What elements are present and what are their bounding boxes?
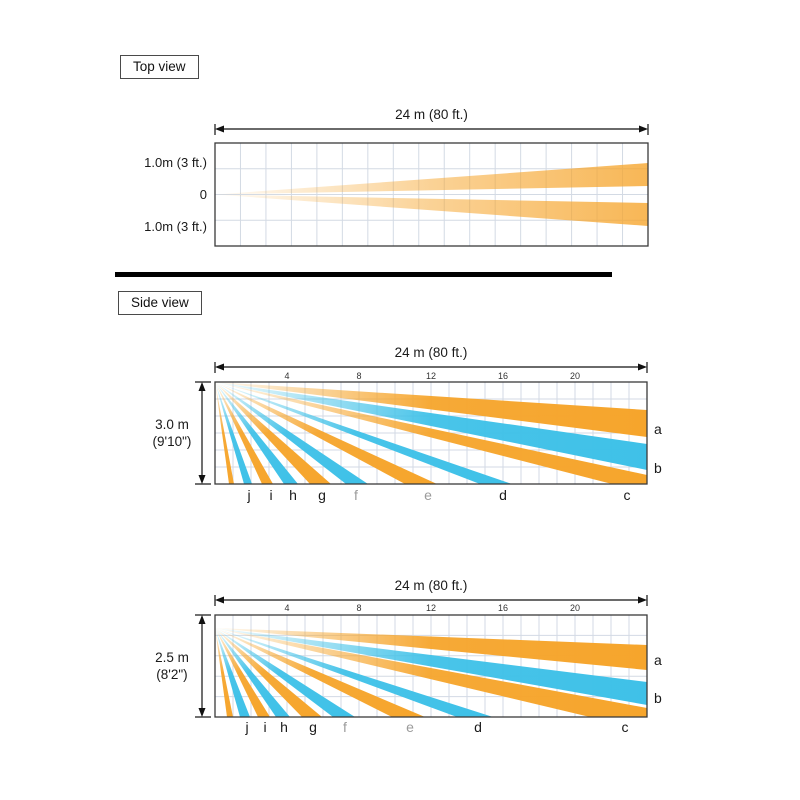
detection-beam-d xyxy=(215,382,512,484)
horizontal-dimension xyxy=(214,124,649,135)
detection-beam-e xyxy=(215,382,437,484)
axis-label: 1.0m (3 ft.) xyxy=(144,219,207,234)
detection-beam-i xyxy=(215,628,270,717)
detection-beam-c xyxy=(215,382,647,484)
zone-letter: h xyxy=(280,719,288,735)
zone-letter: j xyxy=(244,719,248,735)
distance-tick: 8 xyxy=(356,371,361,381)
height-label: (8'2") xyxy=(156,667,187,682)
distance-tick: 16 xyxy=(498,603,508,613)
detection-beam-d xyxy=(215,628,493,717)
detection-beam-g xyxy=(215,382,331,484)
distance-tick: 20 xyxy=(570,603,580,613)
distance-tick: 16 xyxy=(498,371,508,381)
detection-beam-b xyxy=(215,382,647,470)
zone-letter: e xyxy=(424,487,432,503)
detection-beam-b xyxy=(215,628,647,705)
axis-label: 0 xyxy=(200,187,207,202)
zone-letter: e xyxy=(406,719,414,735)
detection-beam-i xyxy=(215,382,273,484)
zone-letter: i xyxy=(269,487,272,503)
side-view-diagram-2: 24 m (80 ft.) 4 8 12 16 20 2.5 m (8'2") a b c d e f g h… xyxy=(155,578,662,735)
grid-border xyxy=(214,614,648,718)
detection-beam-e xyxy=(215,628,425,717)
side-view-diagram-1: 24 m (80 ft.) 4 8 12 16 20 3.0 m (9'10") a b c d e f g… xyxy=(153,345,662,503)
distance-tick: 20 xyxy=(570,371,580,381)
zone-letter: c xyxy=(622,719,629,735)
detection-beam-c xyxy=(215,628,647,717)
distance-tick: 12 xyxy=(426,603,436,613)
zone-letter: i xyxy=(263,719,266,735)
zone-letter: f xyxy=(354,487,358,503)
detection-beam-j xyxy=(215,628,250,717)
axis-label: 1.0m (3 ft.) xyxy=(144,155,207,170)
zone-letter: a xyxy=(654,421,662,437)
zone-letter: c xyxy=(624,487,631,503)
zone-letter: g xyxy=(309,719,317,735)
zone-letter: b xyxy=(654,690,662,706)
detection-beam-h xyxy=(215,628,290,717)
dimension-label: 24 m (80 ft.) xyxy=(395,578,468,593)
horizontal-dimension xyxy=(214,595,648,606)
zone-letter: j xyxy=(246,487,250,503)
grid-border xyxy=(214,142,649,247)
detection-beam-g xyxy=(215,628,322,717)
dimension-label: 24 m (80 ft.) xyxy=(395,345,468,360)
detection-beam-a xyxy=(215,382,647,437)
detection-beam-j xyxy=(215,382,252,484)
height-label: 3.0 m xyxy=(155,417,189,432)
height-label: (9'10") xyxy=(153,434,192,449)
zone-letter: d xyxy=(499,487,507,503)
zone-letter: g xyxy=(318,487,326,503)
horizontal-dimension xyxy=(214,362,648,373)
detection-beam-h xyxy=(215,382,298,484)
vertical-dimension xyxy=(195,614,211,718)
zone-letter: a xyxy=(654,652,662,668)
zone-letter: b xyxy=(654,460,662,476)
height-label: 2.5 m xyxy=(155,650,189,665)
dimension-label: 24 m (80 ft.) xyxy=(395,107,468,122)
zone-letter: f xyxy=(343,719,347,735)
zone-letter: d xyxy=(474,719,482,735)
vertical-dimension xyxy=(195,381,211,485)
detection-beam-x xyxy=(215,628,233,717)
top-view-diagram: 24 m (80 ft.) 1.0m (3 ft.) 0 1.0m (3 ft.) xyxy=(144,107,649,247)
detection-beam-f xyxy=(215,382,368,484)
distance-tick: 12 xyxy=(426,371,436,381)
detection-beam-x xyxy=(215,194,648,226)
section-divider xyxy=(115,272,612,277)
distance-tick: 8 xyxy=(356,603,361,613)
distance-tick: 4 xyxy=(284,603,289,613)
detection-beam-x xyxy=(215,382,234,484)
distance-tick: 4 xyxy=(284,371,289,381)
top-view-label: Top view xyxy=(120,55,199,79)
side-view-label: Side view xyxy=(118,291,202,315)
detection-beam-a xyxy=(215,628,647,670)
grid-border xyxy=(214,381,648,485)
zone-letter: h xyxy=(289,487,297,503)
detection-beam-f xyxy=(215,628,355,717)
detection-beam-x xyxy=(215,163,648,195)
